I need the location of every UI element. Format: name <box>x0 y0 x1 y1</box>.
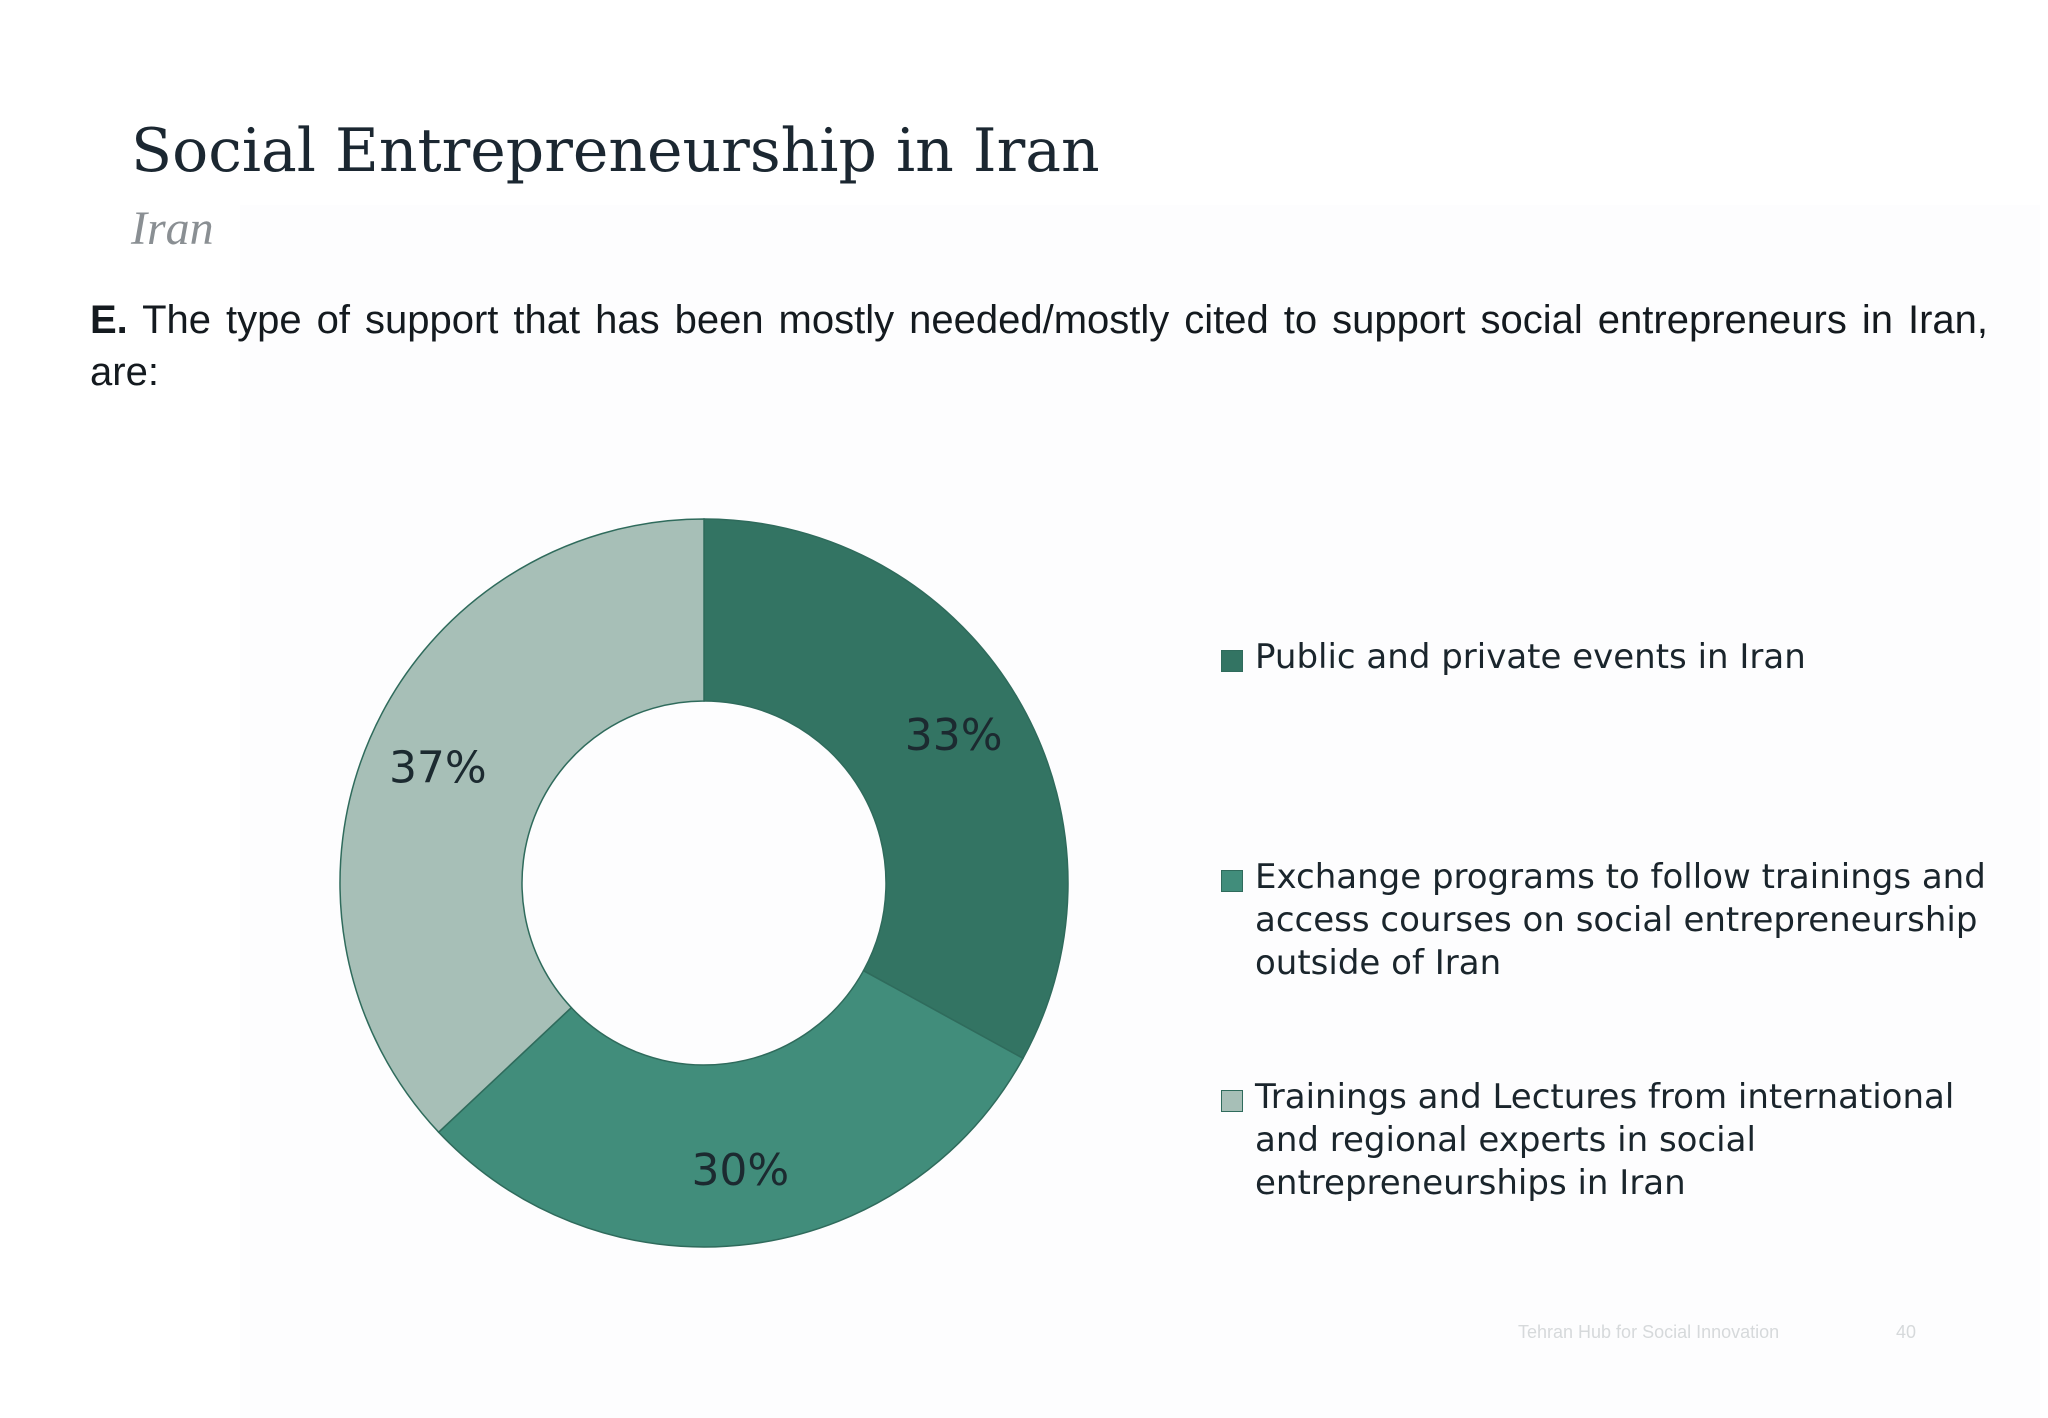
chart-panel <box>240 205 2040 1418</box>
page-title: Social Entrepreneurship in Iran <box>131 116 1100 186</box>
donut-slice-1 <box>703 518 1069 1060</box>
intro-text: The type of support that has been mostly… <box>90 298 1988 394</box>
donut-data-label-3: 37% <box>389 742 487 793</box>
donut-slice-2 <box>437 969 1024 1248</box>
legend-swatch <box>1221 870 1243 892</box>
intro-paragraph: E. The type of support that has been mos… <box>90 294 1988 398</box>
donut-data-label-1: 33% <box>905 710 1003 761</box>
footer-text: Tehran Hub for Social Innovation <box>1518 1322 1780 1342</box>
donut-data-labels: 33% 30% 37% <box>389 710 1003 1196</box>
donut-slices <box>339 518 1069 1248</box>
footer-page-number: 40 <box>1896 1322 1917 1342</box>
legend-label: Public and private events in Iran <box>1255 637 1806 677</box>
legend-label: Trainings and Lectures from internationa… <box>1255 1077 1955 1203</box>
legend-swatch <box>1221 1090 1243 1112</box>
donut-data-label-2: 30% <box>691 1145 789 1196</box>
legend-label: Exchange programs to follow trainings an… <box>1255 857 1986 983</box>
donut-slice-3 <box>339 518 705 1134</box>
page-subtitle: Iran <box>131 202 214 255</box>
legend-swatch <box>1221 650 1243 672</box>
section-marker: E. <box>90 298 128 342</box>
